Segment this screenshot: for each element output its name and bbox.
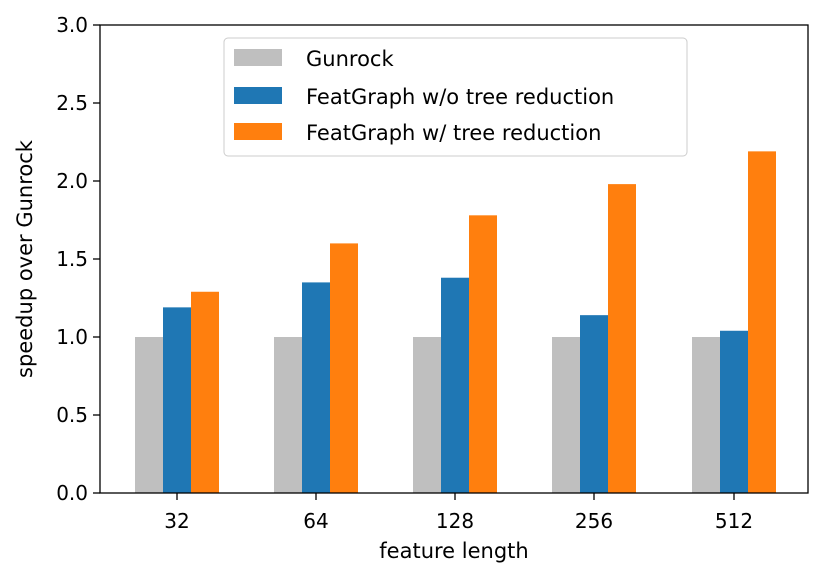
x-axis-label: feature length [379, 539, 528, 563]
legend-swatch-gunrock [234, 49, 282, 66]
plot-frame [99, 24, 809, 494]
bar-featgraph-w-256 [608, 184, 636, 493]
bar-featgraph-w-32 [191, 291, 219, 493]
bar-gunrock-128 [413, 337, 441, 493]
legend-label-featgraph-w: FeatGraph w/ tree reduction [306, 121, 601, 145]
bar-gunrock-256 [552, 337, 580, 493]
bar-featgraph-w-128 [469, 215, 497, 493]
x-tick-label: 256 [575, 509, 613, 533]
y-tick-label: 3.0 [56, 13, 88, 37]
bar-gunrock-64 [274, 337, 302, 493]
y-tick-label: 2.5 [56, 91, 88, 115]
bar-featgraph-w-512 [748, 151, 776, 494]
bar-gunrock-32 [135, 337, 163, 493]
y-tick-label: 1.5 [56, 247, 88, 271]
legend-label-featgraph-wo: FeatGraph w/o tree reduction [306, 85, 614, 109]
y-axis: 0.0 0.5 1.0 1.5 2.0 2.5 3.0 [56, 13, 100, 505]
x-tick-label: 128 [436, 509, 474, 533]
x-tick-label: 64 [303, 509, 328, 533]
y-tick-label: 2.0 [56, 169, 88, 193]
bar-featgraph-w-64 [330, 243, 358, 493]
x-tick-label: 512 [715, 509, 753, 533]
bar-featgraph-wo-128 [441, 277, 469, 493]
legend: Gunrock FeatGraph w/o tree reduction Fea… [223, 37, 688, 157]
legend-label-gunrock: Gunrock [306, 47, 394, 71]
bar-featgraph-wo-32 [163, 307, 191, 493]
x-axis: 32 64 128 256 512 [164, 493, 753, 533]
x-tick-label: 32 [164, 509, 189, 533]
bar-featgraph-wo-64 [302, 282, 330, 493]
y-tick-label: 1.0 [56, 325, 88, 349]
bar-featgraph-wo-256 [580, 315, 608, 493]
legend-frame [223, 37, 688, 157]
legend-swatch-featgraph-wo [234, 87, 282, 104]
bar-gunrock-512 [692, 337, 720, 493]
y-axis-label: speedup over Gunrock [13, 139, 37, 378]
bars-group [135, 151, 776, 494]
legend-swatch-featgraph-w [234, 123, 282, 140]
y-tick-label: 0.5 [56, 403, 88, 427]
bar-featgraph-wo-512 [720, 330, 748, 493]
y-tick-label: 0.0 [56, 481, 88, 505]
